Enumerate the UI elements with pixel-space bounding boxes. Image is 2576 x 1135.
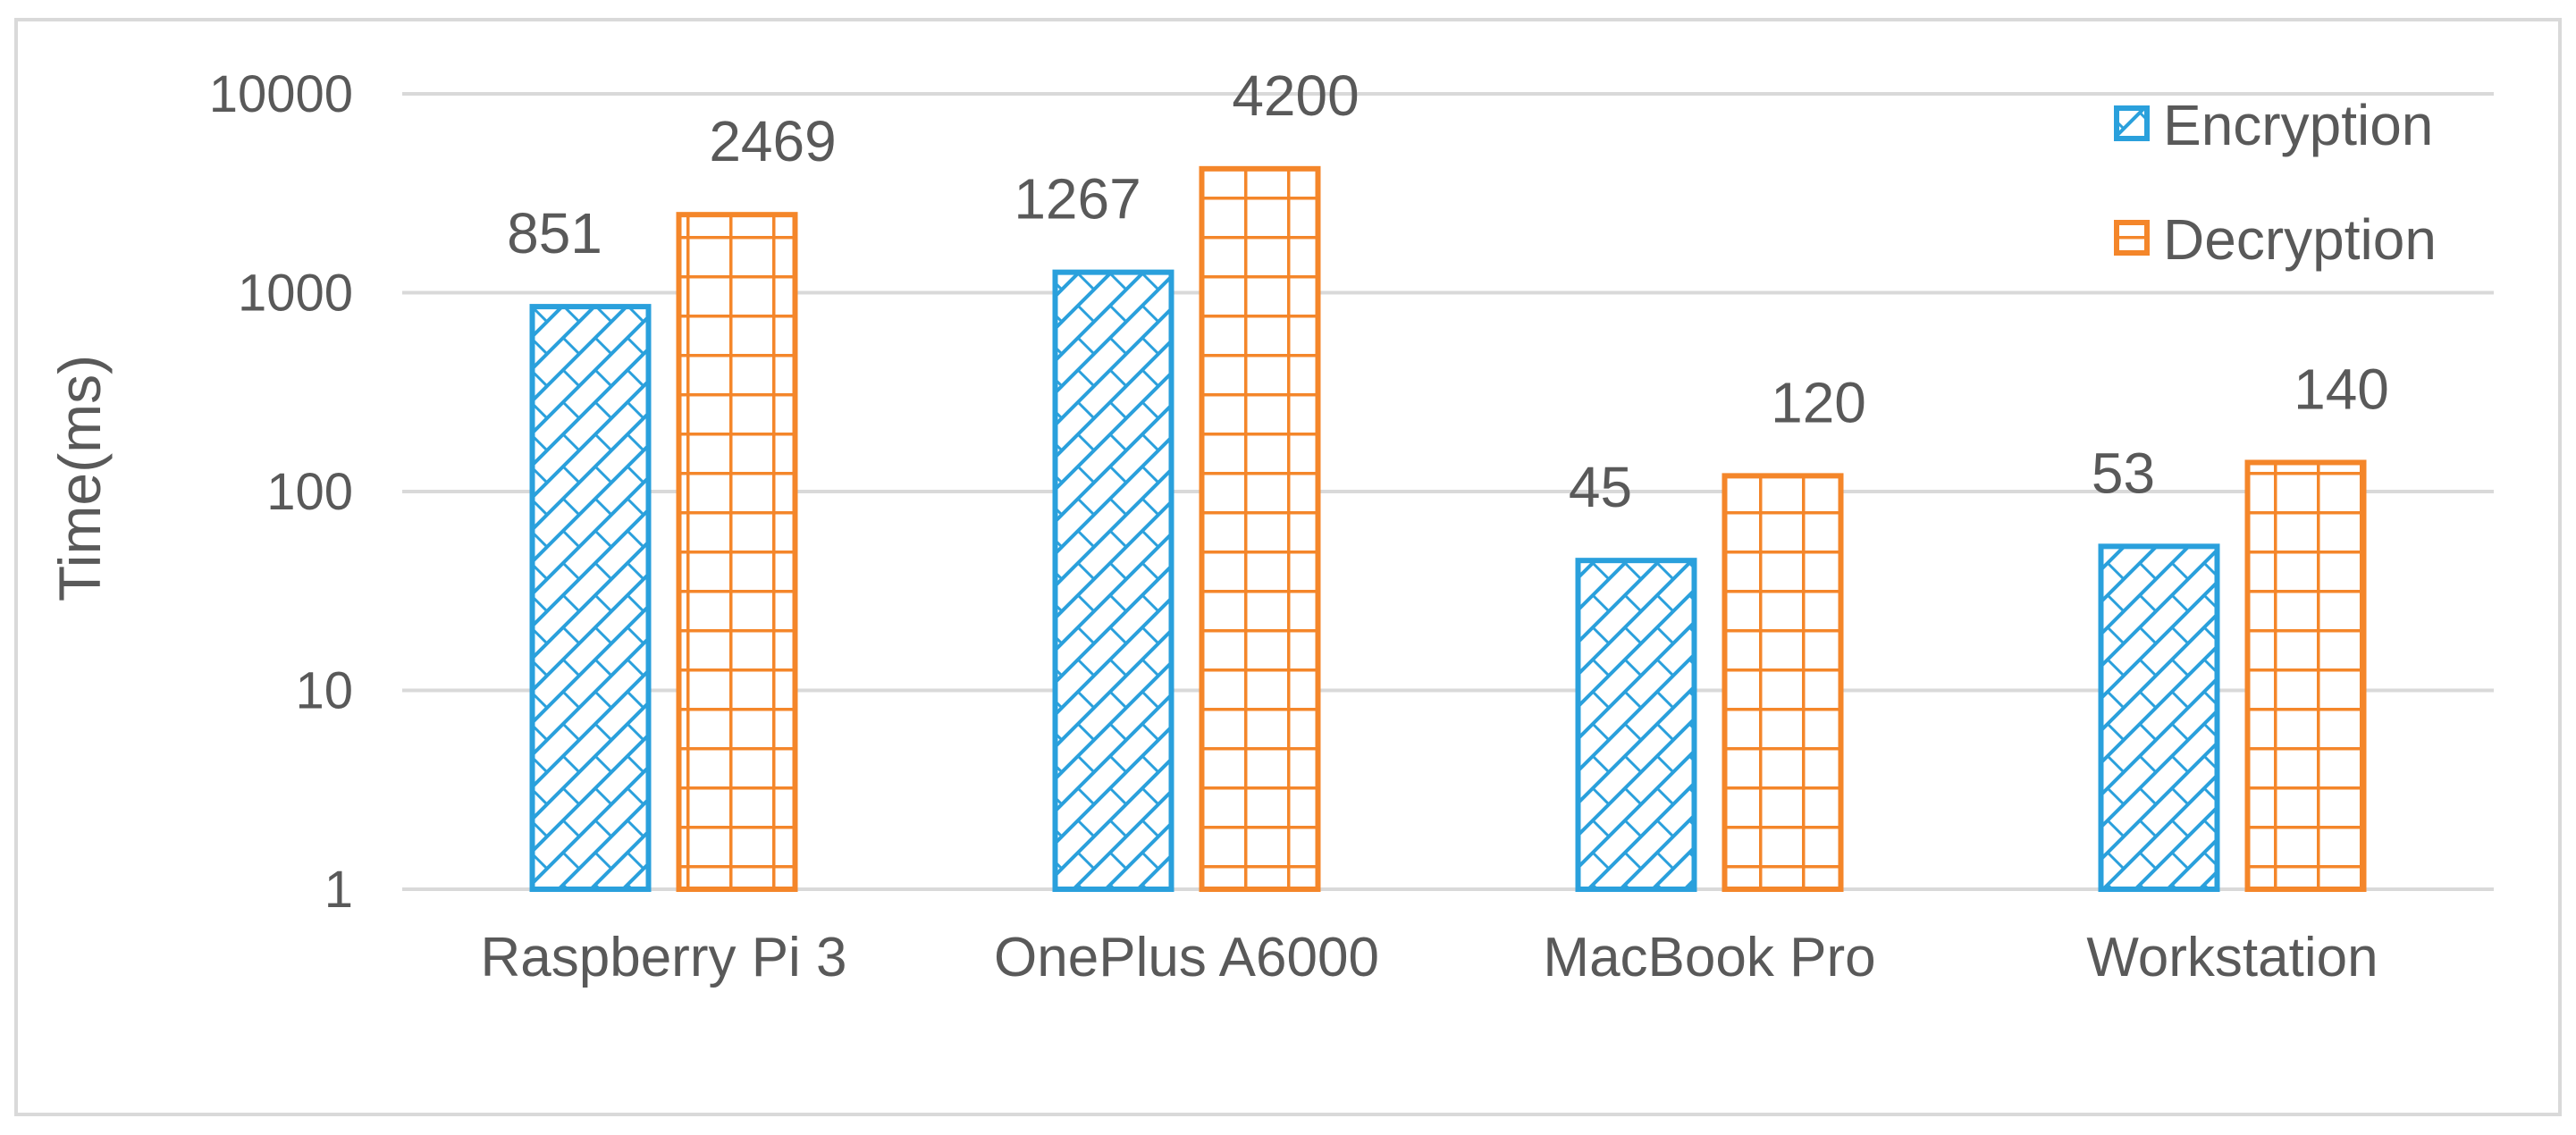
x-category-label: OnePlus A6000: [994, 927, 1379, 988]
legend: Encryption Decryption: [2114, 93, 2437, 272]
x-category-label: Raspberry Pi 3: [480, 927, 846, 988]
y-tick-label: 10: [295, 662, 353, 720]
y-axis-tick-labels: 1 10 100 1000 10000: [209, 65, 353, 919]
bar-decryption: [676, 212, 798, 892]
y-tick-label: 1000: [238, 265, 353, 323]
data-label-encryption: 851: [507, 201, 602, 265]
data-label-encryption: 1267: [1014, 167, 1141, 231]
bar-decryption: [2244, 459, 2367, 892]
data-label-encryption: 53: [2092, 441, 2155, 505]
y-tick-label: 1: [324, 861, 353, 919]
y-tick-label: 100: [266, 463, 353, 521]
y-axis-title: Time(ms): [46, 355, 113, 601]
x-axis-category-labels: Raspberry Pi 3 OnePlus A6000 MacBook Pro Wo…: [480, 927, 2378, 988]
data-label-decryption: 120: [1771, 370, 1866, 434]
data-label-decryption: 2469: [709, 109, 836, 173]
bar-encryption: [529, 304, 652, 892]
bar-encryption: [1052, 269, 1174, 892]
y-tick-label: 10000: [209, 65, 353, 123]
chart-border: [14, 18, 2562, 1116]
legend-swatch-encryption: [2114, 105, 2150, 141]
data-label-decryption: 140: [2294, 357, 2389, 421]
data-labels: 851 2469 1267 4200 45 120 53 140: [507, 63, 2389, 519]
bar-encryption: [1575, 558, 1697, 892]
x-category-label: Workstation: [2086, 927, 2378, 988]
bar-decryption: [1199, 165, 1321, 892]
data-label-encryption: 45: [1569, 455, 1632, 519]
legend-swatch-decryption: [2114, 220, 2150, 256]
bar-decryption: [1722, 473, 1844, 893]
x-category-label: MacBook Pro: [1543, 927, 1875, 988]
bars: [529, 165, 2367, 893]
bar-encryption: [2098, 543, 2220, 892]
legend-label-decryption: Decryption: [2163, 207, 2437, 272]
legend-label-encryption: Encryption: [2163, 93, 2433, 157]
data-label-decryption: 4200: [1232, 63, 1359, 128]
